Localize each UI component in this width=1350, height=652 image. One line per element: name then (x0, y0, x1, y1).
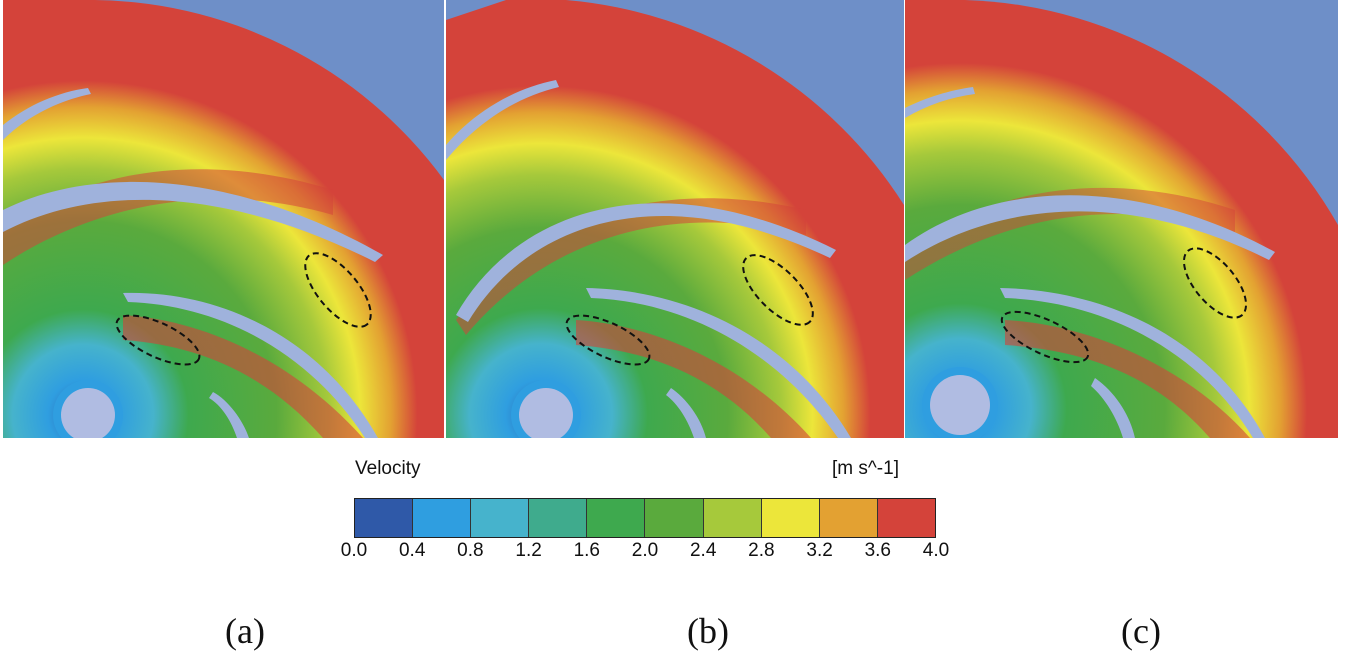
blade (446, 80, 559, 160)
velocity-colorbar (354, 498, 936, 538)
band-red (456, 198, 806, 335)
highlight-region (115, 314, 201, 366)
colorbar-swatch (529, 499, 588, 537)
colorbar-tick-label: 2.0 (631, 540, 659, 561)
impeller-domain (3, 0, 444, 438)
blade (3, 181, 383, 262)
colorbar-tick-label: 0.4 (398, 540, 426, 561)
colorbar-swatch (645, 499, 704, 537)
caption-c: (c) (1121, 611, 1161, 651)
colorbar-swatch (355, 499, 414, 537)
colorbar-swatch (819, 499, 878, 537)
impeller-velocity-field-a (3, 0, 444, 438)
blade (3, 88, 91, 140)
colorbar-tick-label: 2.8 (748, 540, 775, 561)
blade (666, 388, 706, 438)
colorbar-swatch (877, 499, 935, 537)
highlight-region (304, 252, 372, 328)
colorbar-tick-label: 1.6 (573, 540, 601, 561)
legend-unit: [m s^-1] (832, 458, 899, 479)
blade (905, 87, 975, 118)
blade (1000, 288, 1265, 438)
colorbar-tick-label: 1.2 (515, 540, 542, 561)
highlight-region (1000, 310, 1090, 364)
colorbar-tick-label: 2.4 (689, 540, 717, 561)
velocity-contour-panel-c (905, 0, 1338, 438)
blade (1091, 378, 1135, 438)
highlight-region (742, 254, 814, 326)
hub (61, 388, 115, 438)
colorbar-swatch (761, 499, 820, 537)
colorbar-swatch (471, 499, 530, 537)
colorbar-tick-label: 3.6 (864, 540, 892, 561)
highlight-region (565, 314, 651, 366)
colorbar-swatch (703, 499, 762, 537)
blade (123, 292, 378, 438)
band-red-lower (576, 320, 811, 438)
colorbar-swatch (587, 499, 646, 537)
blade (209, 392, 249, 438)
colorbar-tick-label: 0.0 (340, 540, 368, 561)
colorbar-tick-label: 0.8 (457, 540, 484, 561)
impeller-velocity-field-b (446, 0, 904, 438)
colorbar-swatch (413, 499, 472, 537)
colorbar-ticks: 0.0 0.4 0.8 1.2 1.6 2.0 2.4 2.8 3.2 3.6 4.0 (341, 540, 949, 566)
colorbar-tick-label: 4.0 (922, 540, 950, 561)
band-red-lower (123, 315, 363, 438)
colorbar-tick-label: 3.2 (806, 540, 833, 561)
blade (456, 203, 836, 322)
blade (905, 195, 1275, 262)
hub (519, 388, 573, 438)
velocity-contour-panel-a (3, 0, 444, 438)
hub (930, 375, 990, 435)
caption-b: (b) (687, 611, 729, 651)
impeller-velocity-field-c (905, 0, 1338, 438)
highlight-region (1182, 247, 1248, 319)
velocity-contour-panel-b (446, 0, 904, 438)
legend-title: Velocity (355, 458, 421, 479)
caption-a: (a) (225, 611, 265, 651)
band-red-lower (1005, 320, 1250, 438)
